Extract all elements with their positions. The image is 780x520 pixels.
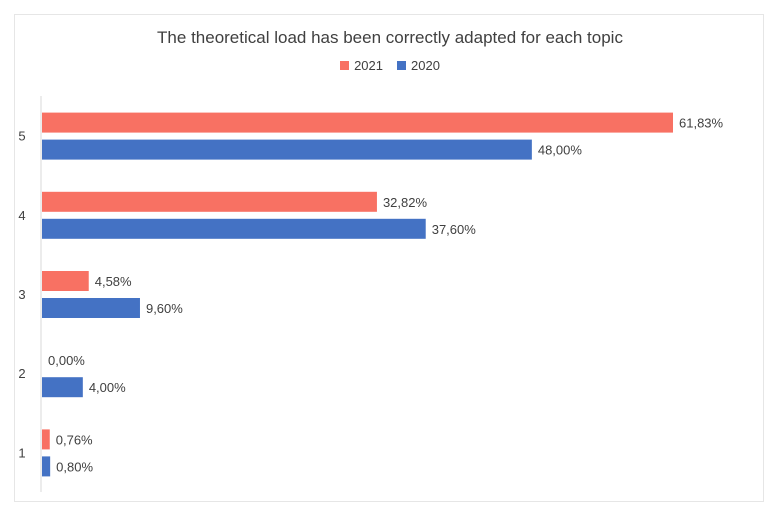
data-label-2020-3: 9,60% [146, 301, 183, 316]
bar-2020-3 [42, 298, 140, 318]
bar-2020-1 [42, 456, 51, 477]
y-tick-label: 5 [18, 129, 25, 144]
legend-item-2021: 2021 [340, 58, 383, 73]
legend-label-2021: 2021 [354, 58, 383, 73]
bar-2020-4 [42, 218, 426, 239]
chart-legend: 2021 2020 [0, 58, 780, 73]
data-label-2020-1: 0,80% [56, 459, 93, 474]
bar-2020-2 [42, 377, 83, 398]
y-tick-label: 3 [18, 287, 25, 302]
bar-2020-5 [42, 139, 532, 160]
data-label-2020-5: 48,00% [538, 143, 583, 158]
data-label-2020-2: 4,00% [89, 380, 126, 395]
data-label-2021-5: 61,83% [679, 116, 724, 131]
legend-label-2020: 2020 [411, 58, 440, 73]
legend-item-2020: 2020 [397, 58, 440, 73]
data-label-2021-2: 0,00% [48, 353, 85, 368]
y-tick-label: 1 [18, 445, 25, 460]
bar-2021-1 [42, 429, 50, 450]
data-label-2021-3: 4,58% [95, 274, 132, 289]
bar-2021-5 [42, 112, 673, 133]
chart-frame [14, 14, 764, 502]
data-label-2021-4: 32,82% [383, 195, 428, 210]
legend-swatch-2020 [397, 61, 406, 70]
legend-swatch-2021 [340, 61, 350, 70]
y-tick-label: 4 [18, 208, 25, 223]
chart-title: The theoretical load has been correctly … [157, 28, 623, 47]
data-label-2021-1: 0,76% [56, 432, 93, 447]
bar-2021-4 [42, 191, 377, 212]
y-tick-label: 2 [18, 366, 25, 381]
data-label-2020-4: 37,60% [432, 222, 477, 237]
bar-2021-3 [42, 271, 89, 291]
